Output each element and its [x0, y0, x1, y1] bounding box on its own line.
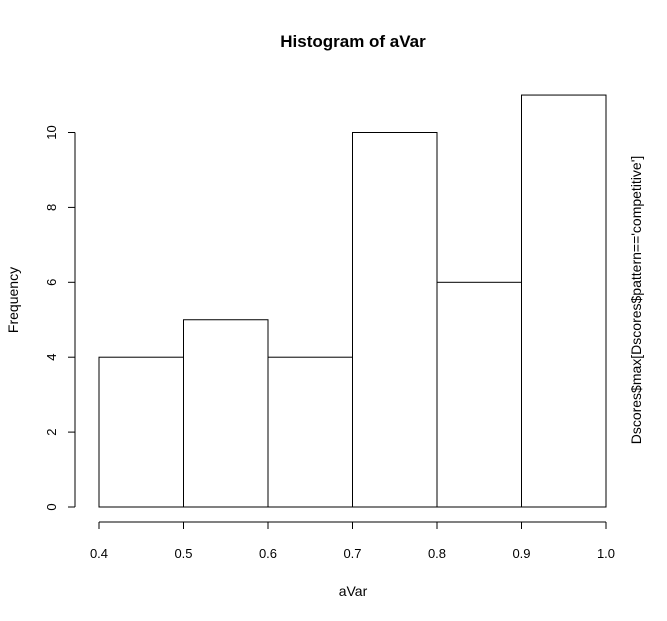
- bars-group: [98, 94, 607, 508]
- y-tick-label: 4: [44, 354, 59, 361]
- y-tick-label: 8: [44, 204, 59, 211]
- histogram-bar-6: [521, 94, 607, 508]
- x-tick-label: 0.9: [512, 546, 530, 561]
- y-tick-label: 2: [44, 428, 59, 435]
- histogram-bar-2: [183, 319, 269, 508]
- y-tick-label: 10: [44, 125, 59, 139]
- x-tick-label: 0.8: [428, 546, 446, 561]
- histogram-bar-3: [267, 356, 353, 508]
- x-axis: 0.4 0.5 0.6 0.7 0.8 0.9 1.0: [90, 521, 615, 561]
- y-tick-label: 0: [44, 503, 59, 510]
- x-tick-label: 0.4: [90, 546, 108, 561]
- x-tick-label: 0.6: [259, 546, 277, 561]
- histogram-bar-1: [98, 356, 184, 508]
- y-tick-label: 6: [44, 279, 59, 286]
- x-tick-label: 0.7: [343, 546, 361, 561]
- histogram-bar-4: [352, 132, 438, 508]
- x-axis-label: aVar: [339, 583, 368, 599]
- histogram-bar-5: [436, 281, 522, 508]
- chart-title: Histogram of aVar: [280, 32, 426, 51]
- y-axis: 0 2 4 6 8 10: [44, 125, 76, 511]
- x-tick-label: 0.5: [174, 546, 192, 561]
- y-axis-label: Frequency: [5, 267, 21, 333]
- x-tick-label: 1.0: [597, 546, 615, 561]
- right-axis-label: Dscores$max[Dscores$pattern=='competitiv…: [628, 156, 644, 445]
